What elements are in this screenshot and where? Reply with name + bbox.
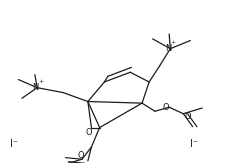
Text: O: O — [77, 152, 84, 161]
Text: N: N — [32, 83, 39, 92]
Text: +: + — [171, 40, 176, 45]
Text: +: + — [38, 79, 43, 84]
Text: I⁻: I⁻ — [10, 139, 18, 149]
Text: O: O — [86, 128, 92, 137]
Text: O: O — [162, 103, 169, 112]
Text: N: N — [165, 44, 171, 53]
Text: I⁻: I⁻ — [190, 139, 198, 149]
Text: O: O — [185, 113, 191, 122]
